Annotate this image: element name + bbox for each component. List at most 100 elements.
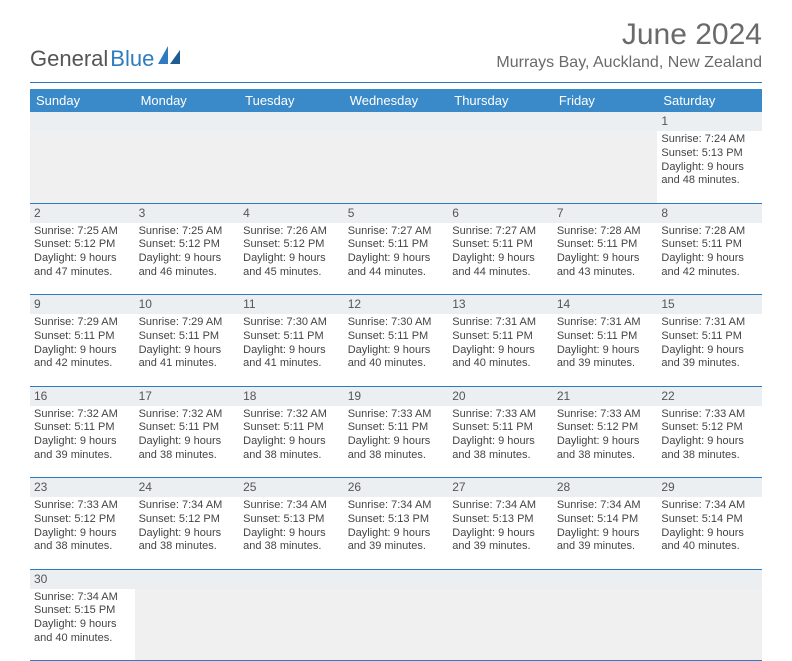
day-info-line: Daylight: 9 hours (34, 618, 131, 632)
day-number: 22 (657, 386, 762, 406)
day-info-line: Daylight: 9 hours (661, 344, 758, 358)
day-info-line: Daylight: 9 hours (452, 252, 549, 266)
empty-cell (135, 589, 240, 661)
day-info-line: Sunset: 5:12 PM (34, 238, 131, 252)
empty-cell (239, 112, 344, 131)
day-number-row: 30 (30, 569, 762, 589)
empty-cell (135, 131, 240, 203)
day-info-line: Sunset: 5:11 PM (557, 238, 654, 252)
day-info-line: Sunset: 5:11 PM (348, 330, 445, 344)
header-rule (30, 82, 762, 83)
day-info-line: and 45 minutes. (243, 266, 340, 280)
week-row: Sunrise: 7:34 AMSunset: 5:15 PMDaylight:… (30, 589, 762, 661)
day-info-line: Daylight: 9 hours (34, 344, 131, 358)
day-info-line: and 40 minutes. (348, 357, 445, 371)
header: GeneralBlue June 2024 Murrays Bay, Auckl… (0, 0, 792, 78)
day-info-line: and 39 minutes. (34, 449, 131, 463)
day-cell: Sunrise: 7:26 AMSunset: 5:12 PMDaylight:… (239, 223, 344, 295)
day-info-line: Sunset: 5:12 PM (557, 421, 654, 435)
day-number-row: 16171819202122 (30, 386, 762, 406)
day-cell: Sunrise: 7:33 AMSunset: 5:12 PMDaylight:… (553, 406, 658, 478)
day-info-line: Daylight: 9 hours (557, 435, 654, 449)
day-cell: Sunrise: 7:32 AMSunset: 5:11 PMDaylight:… (30, 406, 135, 478)
day-info-line: Sunrise: 7:34 AM (34, 591, 131, 605)
day-header: Sunday (30, 89, 135, 112)
day-cell: Sunrise: 7:28 AMSunset: 5:11 PMDaylight:… (553, 223, 658, 295)
day-info-line: and 39 minutes. (661, 357, 758, 371)
day-info-line: Daylight: 9 hours (243, 527, 340, 541)
calendar: SundayMondayTuesdayWednesdayThursdayFrid… (30, 89, 762, 661)
location: Murrays Bay, Auckland, New Zealand (496, 54, 762, 72)
day-info-line: Sunrise: 7:31 AM (452, 316, 549, 330)
day-info-line: Sunrise: 7:31 AM (557, 316, 654, 330)
day-info-line: Daylight: 9 hours (139, 344, 236, 358)
empty-cell (553, 112, 658, 131)
day-number-row: 9101112131415 (30, 295, 762, 315)
empty-cell (30, 112, 135, 131)
day-info-line: Daylight: 9 hours (139, 252, 236, 266)
day-info-line: Daylight: 9 hours (557, 344, 654, 358)
day-cell: Sunrise: 7:33 AMSunset: 5:12 PMDaylight:… (657, 406, 762, 478)
empty-cell (657, 569, 762, 589)
day-number: 8 (657, 203, 762, 223)
empty-cell (448, 569, 553, 589)
empty-cell (448, 131, 553, 203)
day-info-line: and 39 minutes. (557, 540, 654, 554)
day-info-line: Sunset: 5:12 PM (139, 238, 236, 252)
day-info-line: and 41 minutes. (139, 357, 236, 371)
day-number: 11 (239, 295, 344, 315)
day-info-line: and 39 minutes. (348, 540, 445, 554)
day-info-line: Sunrise: 7:28 AM (661, 225, 758, 239)
day-number: 25 (239, 478, 344, 498)
day-number: 24 (135, 478, 240, 498)
day-info-line: Daylight: 9 hours (661, 435, 758, 449)
day-info-line: Sunrise: 7:32 AM (139, 408, 236, 422)
day-info-line: and 38 minutes. (243, 540, 340, 554)
empty-cell (135, 112, 240, 131)
day-info-line: Sunrise: 7:34 AM (139, 499, 236, 513)
day-info-line: and 38 minutes. (661, 449, 758, 463)
day-info-line: and 42 minutes. (661, 266, 758, 280)
day-info-line: Daylight: 9 hours (348, 252, 445, 266)
day-info-line: and 39 minutes. (452, 540, 549, 554)
day-header: Thursday (448, 89, 553, 112)
day-info-line: and 38 minutes. (348, 449, 445, 463)
day-header: Friday (553, 89, 658, 112)
day-cell: Sunrise: 7:29 AMSunset: 5:11 PMDaylight:… (135, 314, 240, 386)
day-info-line: Daylight: 9 hours (34, 435, 131, 449)
day-info-line: and 40 minutes. (452, 357, 549, 371)
day-info-line: Sunset: 5:15 PM (34, 604, 131, 618)
empty-cell (344, 589, 449, 661)
day-info-line: and 38 minutes. (557, 449, 654, 463)
empty-cell (30, 131, 135, 203)
day-info-line: and 38 minutes. (452, 449, 549, 463)
day-number: 28 (553, 478, 658, 498)
day-number: 14 (553, 295, 658, 315)
day-info-line: Sunrise: 7:28 AM (557, 225, 654, 239)
day-number: 29 (657, 478, 762, 498)
day-info-line: and 48 minutes. (661, 174, 758, 188)
day-number: 12 (344, 295, 449, 315)
day-header: Saturday (657, 89, 762, 112)
day-info-line: and 44 minutes. (452, 266, 549, 280)
day-info-line: Daylight: 9 hours (452, 344, 549, 358)
logo-text-1: General (30, 46, 108, 72)
day-info-line: Sunset: 5:11 PM (661, 238, 758, 252)
day-cell: Sunrise: 7:31 AMSunset: 5:11 PMDaylight:… (448, 314, 553, 386)
day-info-line: Sunrise: 7:34 AM (243, 499, 340, 513)
day-info-line: Sunrise: 7:33 AM (348, 408, 445, 422)
day-number: 26 (344, 478, 449, 498)
day-info-line: Sunrise: 7:25 AM (34, 225, 131, 239)
week-row: Sunrise: 7:32 AMSunset: 5:11 PMDaylight:… (30, 406, 762, 478)
day-info-line: and 47 minutes. (34, 266, 131, 280)
day-number: 27 (448, 478, 553, 498)
day-number-row: 23242526272829 (30, 478, 762, 498)
title-block: June 2024 Murrays Bay, Auckland, New Zea… (496, 18, 762, 72)
month-title: June 2024 (496, 18, 762, 52)
day-cell: Sunrise: 7:33 AMSunset: 5:11 PMDaylight:… (448, 406, 553, 478)
day-info-line: Sunset: 5:14 PM (661, 513, 758, 527)
day-cell: Sunrise: 7:29 AMSunset: 5:11 PMDaylight:… (30, 314, 135, 386)
day-info-line: Sunset: 5:12 PM (139, 513, 236, 527)
day-cell: Sunrise: 7:32 AMSunset: 5:11 PMDaylight:… (135, 406, 240, 478)
day-info-line: Sunrise: 7:34 AM (661, 499, 758, 513)
